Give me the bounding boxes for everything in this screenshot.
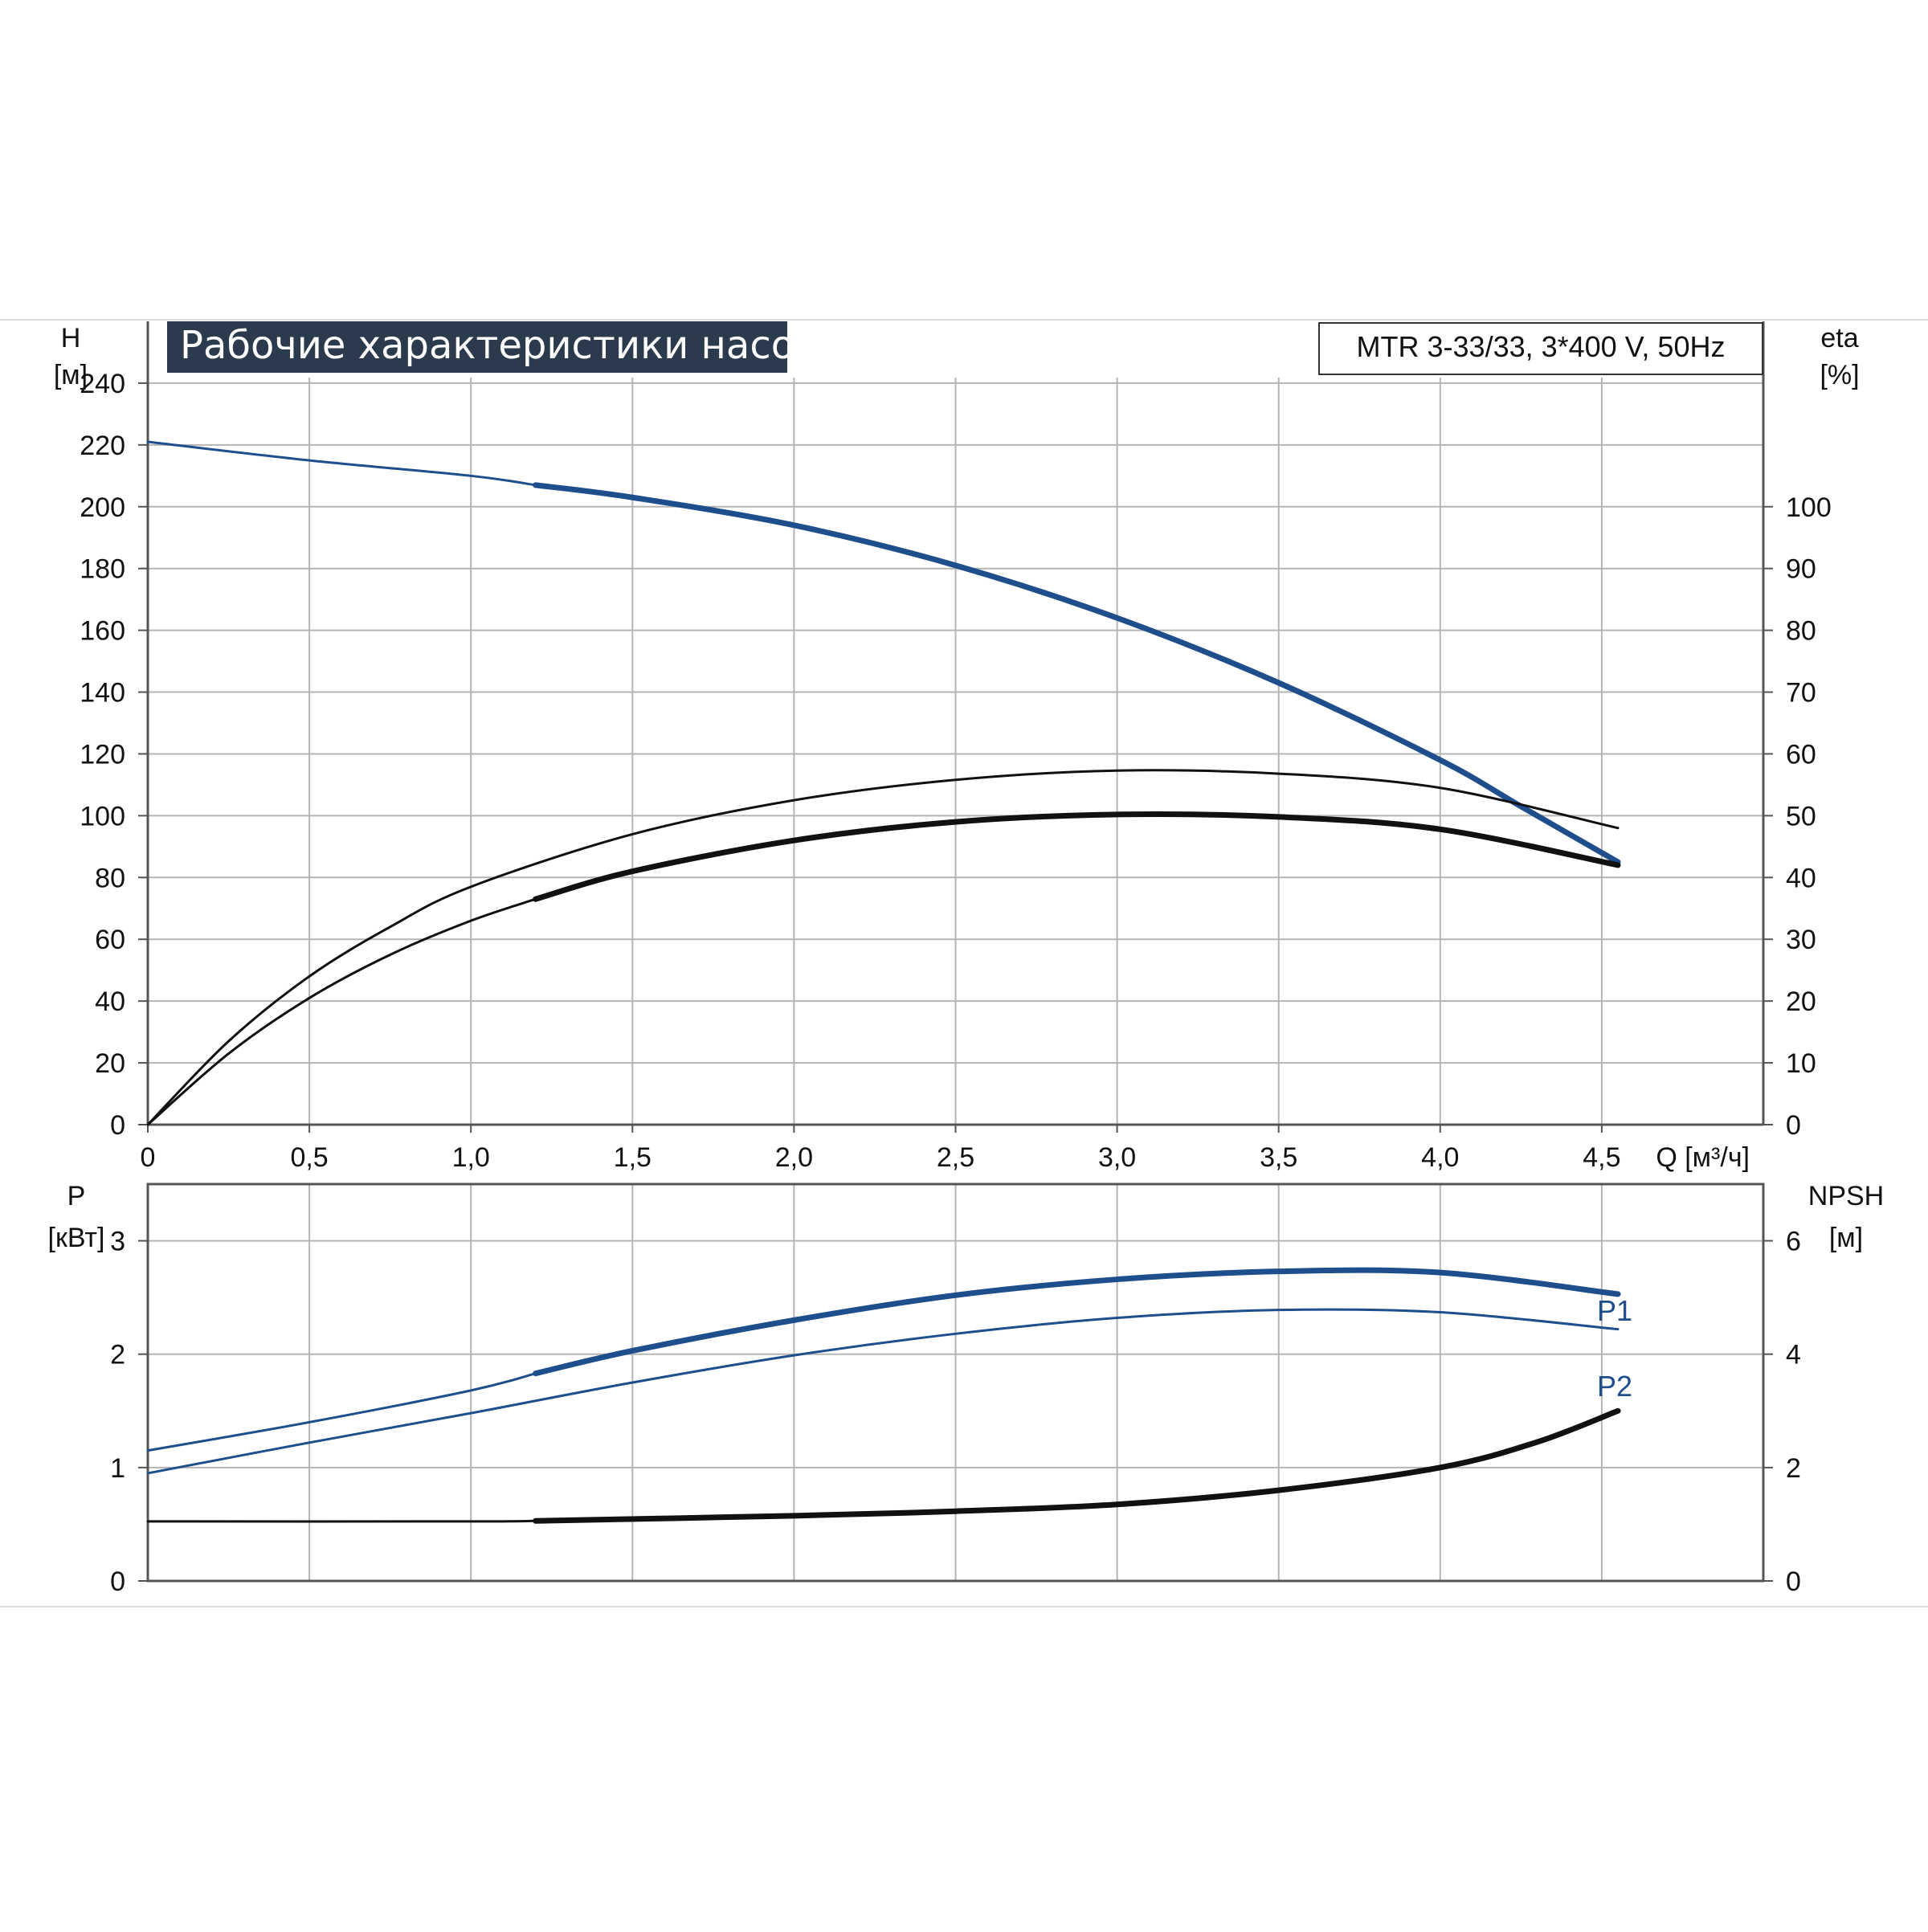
efficiency-curve-upper-thin	[146, 769, 1620, 1126]
npsh-tick-label: 2	[1786, 1453, 1801, 1484]
chart-title: Рабочие характеристики насоса	[180, 323, 839, 368]
x-tick-label: 4,5	[1583, 1142, 1620, 1173]
y-tick-label: 40	[95, 986, 125, 1017]
title-box	[167, 321, 787, 373]
y-tick-label: 160	[80, 616, 125, 647]
x-tick-label: 0,5	[290, 1142, 328, 1173]
p-axis-label: P	[67, 1181, 86, 1211]
y-tick-label: 80	[95, 863, 125, 893]
p1-label: P1	[1597, 1294, 1632, 1327]
npsh-tick-label: 4	[1786, 1340, 1801, 1370]
y-tick-label: 60	[95, 925, 125, 955]
y2-axis-label: eta	[1820, 323, 1858, 353]
y-tick-label: 120	[80, 739, 125, 770]
y-tick-label: 140	[80, 678, 125, 709]
y-axis-unit: [м]	[54, 360, 88, 390]
y-tick-label: 0	[110, 1110, 125, 1141]
p1-curve-thin	[146, 1372, 537, 1452]
efficiency-curve-lower-thin	[146, 897, 537, 1126]
y2-tick-label: 10	[1786, 1048, 1816, 1079]
model-box	[1318, 322, 1763, 375]
npsh-tick-label: 6	[1786, 1227, 1801, 1257]
x-tick-label: 0	[141, 1142, 156, 1173]
y-tick-label: 180	[80, 554, 125, 585]
npsh-axis-label: NPSH	[1808, 1181, 1884, 1211]
y-tick-label: 200	[80, 492, 125, 523]
y2-tick-label: 100	[1786, 492, 1832, 523]
x-tick-label: 2,5	[937, 1142, 974, 1173]
y2-tick-label: 50	[1786, 801, 1816, 831]
x-tick-label: 3,5	[1260, 1142, 1297, 1173]
model-label: MTR 3-33/33, 3*400 V, 50Hz	[1357, 330, 1726, 363]
y2-tick-label: 20	[1786, 986, 1816, 1017]
x-tick-label: 1,0	[452, 1142, 490, 1173]
head-curve-thick	[533, 482, 1621, 865]
y-axis-label: H	[61, 323, 81, 353]
x-axis-label: Q [м³/ч]	[1656, 1142, 1750, 1173]
y2-tick-label: 80	[1786, 616, 1816, 647]
p1-curve-thick	[533, 1267, 1621, 1377]
npsh-curve-thin	[146, 1519, 537, 1523]
y-tick-label: 220	[80, 431, 125, 461]
head-curve-thin	[146, 440, 537, 487]
bottom-frame	[146, 1182, 1765, 1583]
x-tick-label: 4,0	[1421, 1142, 1459, 1173]
y2-tick-label: 90	[1786, 554, 1816, 585]
p-axis-unit: [кВт]	[48, 1223, 105, 1253]
y2-tick-label: 0	[1786, 1110, 1801, 1141]
p2-label: P2	[1597, 1370, 1632, 1403]
efficiency-curve-lower-thick	[533, 811, 1621, 902]
npsh-tick-label: 0	[1786, 1566, 1801, 1597]
p2-curve-thin	[146, 1308, 1620, 1475]
y2-tick-label: 70	[1786, 678, 1816, 709]
x-tick-label: 3,0	[1098, 1142, 1136, 1173]
p-tick-label: 2	[110, 1340, 125, 1370]
y-tick-label: 240	[80, 369, 125, 399]
p-tick-label: 0	[110, 1566, 125, 1597]
y2-tick-label: 30	[1786, 925, 1816, 955]
x-tick-label: 2,0	[775, 1142, 813, 1173]
p-tick-label: 1	[110, 1453, 125, 1484]
y-tick-label: 20	[95, 1048, 125, 1079]
npsh-curve-thick	[533, 1407, 1621, 1524]
y-tick-label: 100	[80, 801, 125, 831]
y2-axis-unit: [%]	[1820, 360, 1859, 390]
y2-tick-label: 60	[1786, 739, 1816, 770]
p-tick-label: 3	[110, 1227, 125, 1257]
x-tick-label: 1,5	[614, 1142, 652, 1173]
y2-tick-label: 40	[1786, 863, 1816, 893]
npsh-axis-unit: [м]	[1829, 1223, 1863, 1253]
